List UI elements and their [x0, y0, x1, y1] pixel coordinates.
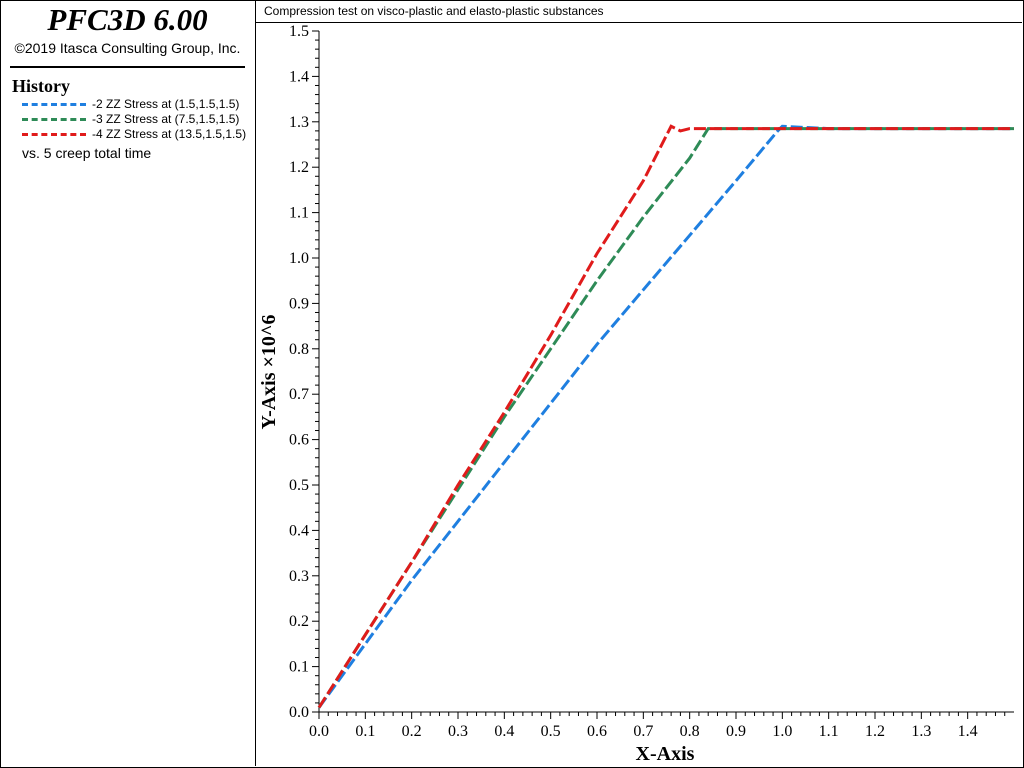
y-tick-label: 0.6 — [289, 432, 309, 449]
x-tick-label: 1.1 — [819, 723, 839, 740]
x-tick-label: 0.8 — [680, 723, 700, 740]
y-tick-label: 1.0 — [289, 250, 309, 267]
x-axis-title: X-Axis — [636, 743, 695, 765]
y-tick-label: 1.2 — [289, 159, 309, 176]
title-divider — [256, 22, 1022, 23]
x-tick-label: 0.6 — [587, 723, 607, 740]
legend-swatch — [22, 102, 86, 106]
legend-item: -2 ZZ Stress at (1.5,1.5,1.5) — [22, 97, 239, 111]
y-tick-label: 1.5 — [289, 23, 309, 40]
y-tick-label: 0.4 — [289, 522, 309, 539]
x-tick-label: 1.0 — [772, 723, 792, 740]
plot-title: Compression test on visco-plastic and el… — [264, 4, 604, 18]
x-tick-label: 0.5 — [541, 723, 561, 740]
legend-item: -3 ZZ Stress at (7.5,1.5,1.5) — [22, 112, 239, 126]
x-tick-label: 1.4 — [958, 723, 978, 740]
x-tick-label: 0.9 — [726, 723, 746, 740]
y-tick-label: 0.0 — [289, 704, 309, 721]
x-tick-label: 0.3 — [448, 723, 468, 740]
y-tick-label: 0.9 — [289, 295, 309, 312]
x-tick-label: 0.0 — [309, 723, 329, 740]
x-tick-label: 1.2 — [865, 723, 885, 740]
x-variable-text: vs. 5 creep total time — [22, 145, 152, 161]
y-tick-label: 0.7 — [289, 386, 309, 403]
divider — [10, 66, 245, 68]
app-title: PFC3D 6.00 — [47, 2, 208, 37]
legend-item: -4 ZZ Stress at (13.5,1.5,1.5) — [22, 127, 246, 141]
y-tick-label: 0.3 — [289, 568, 309, 585]
legend-panel: PFC3D 6.00 ©2019 Itasca Consulting Group… — [0, 0, 256, 766]
legend-swatch — [22, 117, 86, 121]
series-line — [317, 124, 1014, 709]
legend-label: -2 ZZ Stress at (1.5,1.5,1.5) — [92, 97, 240, 111]
x-tick-label: 0.7 — [633, 723, 653, 740]
legend-label: -4 ZZ Stress at (13.5,1.5,1.5) — [92, 127, 247, 141]
legend-label: -3 ZZ Stress at (7.5,1.5,1.5) — [92, 112, 240, 126]
copyright-text: ©2019 Itasca Consulting Group, Inc. — [14, 40, 241, 56]
y-axis-title: Y-Axis ×10^6 — [258, 314, 280, 429]
y-tick-label: 0.2 — [289, 613, 309, 630]
legend-heading: History — [12, 76, 70, 96]
y-tick-label: 0.8 — [289, 341, 309, 358]
x-tick-label: 0.2 — [402, 723, 422, 740]
series-line — [317, 124, 1014, 709]
series-line — [317, 127, 1014, 709]
legend-swatch — [22, 132, 86, 136]
y-tick-label: 1.4 — [289, 68, 309, 85]
y-tick-label: 1.1 — [289, 205, 309, 222]
x-tick-label: 1.3 — [911, 723, 931, 740]
x-tick-label: 0.4 — [494, 723, 514, 740]
y-tick-label: 1.3 — [289, 114, 309, 131]
x-tick-label: 0.1 — [355, 723, 375, 740]
y-tick-label: 0.5 — [289, 477, 309, 494]
y-tick-label: 0.1 — [289, 659, 309, 676]
